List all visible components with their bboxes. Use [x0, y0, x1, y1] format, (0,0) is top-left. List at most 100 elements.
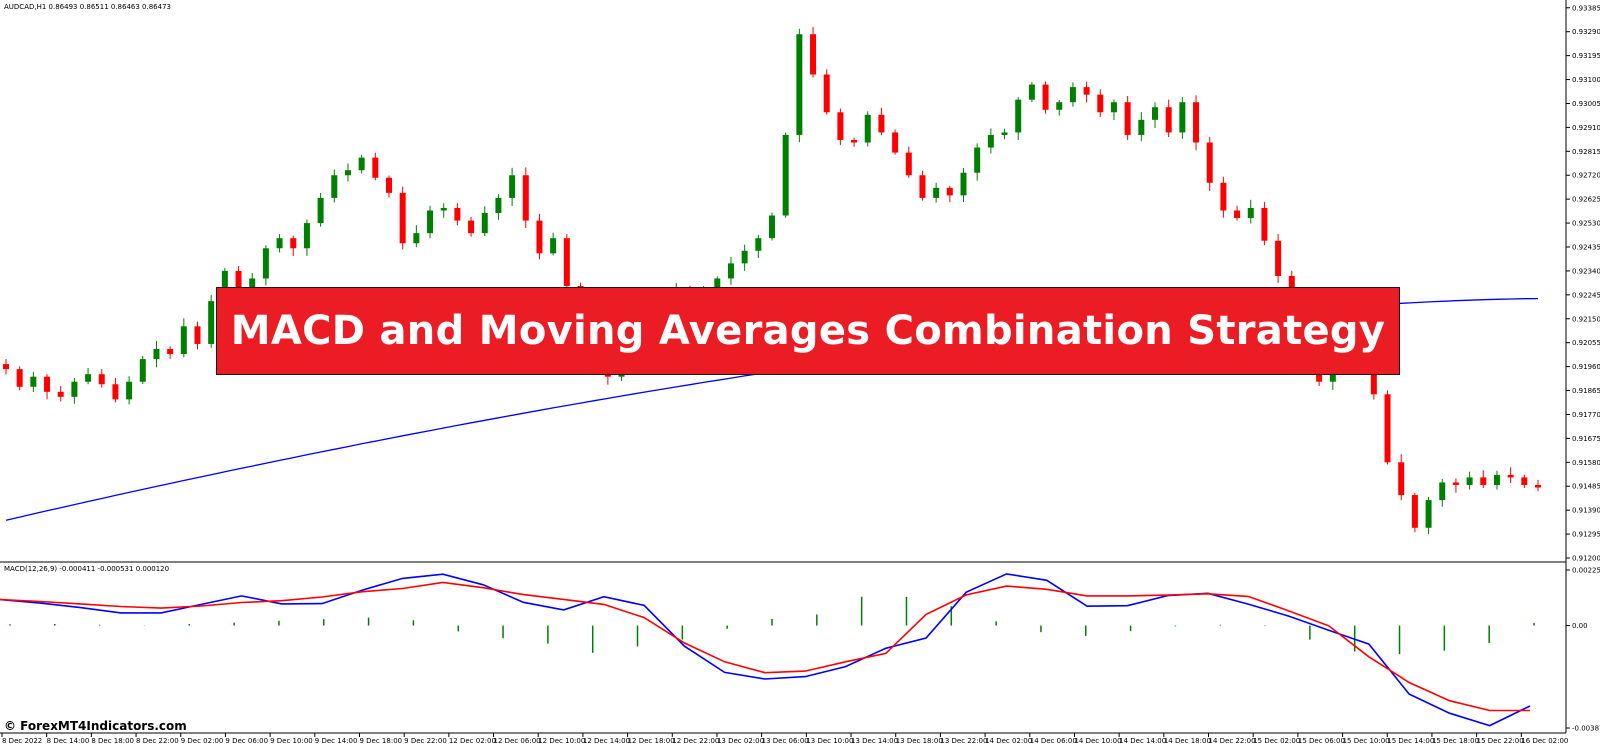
candle-body — [1261, 207, 1268, 241]
candle-body — [1521, 477, 1528, 485]
candle-body — [714, 278, 721, 294]
candle-body — [71, 381, 78, 397]
time-tick-label: 12 Dec 06:00 — [494, 737, 541, 745]
candle-body — [1411, 495, 1418, 528]
candle-body — [1398, 462, 1405, 496]
time-tick-label: 9 Dec 14:00 — [315, 737, 358, 745]
time-tick-label: 13 Dec 18:00 — [896, 737, 943, 745]
candle-body — [933, 187, 940, 198]
time-tick-label: 14 Dec 10:00 — [1074, 737, 1121, 745]
candle-body — [755, 238, 762, 251]
time-tick-label: 13 Dec 06:00 — [762, 737, 809, 745]
time-tick-label: 9 Dec 18:00 — [359, 737, 402, 745]
candle-body — [550, 238, 557, 254]
macd-panel — [0, 573, 1535, 727]
time-tick-label: 16 Dec 02:00 — [1521, 737, 1568, 745]
candle-body — [262, 248, 269, 279]
symbol-info: AUDCAD,H1 0.86493 0.86511 0.86463 0.8647… — [4, 3, 171, 11]
candle-body — [1384, 394, 1391, 463]
price-tick-label: 0.91485 — [1572, 483, 1600, 491]
price-tick-label: 0.91770 — [1572, 411, 1600, 419]
candle-body — [1083, 87, 1090, 95]
price-tick-label: 0.92340 — [1572, 267, 1600, 275]
time-tick-label: 8 Dec 14:00 — [47, 737, 90, 745]
candle-body — [919, 175, 926, 198]
candle-body — [1220, 182, 1227, 211]
candle-body — [1124, 102, 1131, 135]
time-tick-label: 8 Dec 22:00 — [136, 737, 179, 745]
candle-body — [468, 220, 475, 234]
candle-body — [1097, 94, 1104, 113]
macd-axis: 0.002258 0.00 -0.00387 — [1566, 567, 1600, 733]
candle-body — [1535, 484, 1541, 488]
time-tick-label: 14 Dec 02:00 — [985, 737, 1032, 745]
time-axis: 8 Dec 2022 8 Dec 14:00 8 Dec 18:00 8 Dec 22… — [1, 733, 1568, 745]
time-tick-label: 8 Dec 2022 — [2, 737, 42, 745]
candle-body — [1425, 500, 1432, 528]
candle-body — [864, 114, 871, 143]
candle-body — [1069, 87, 1076, 103]
candle-body — [303, 223, 310, 249]
time-tick-label: 14 Dec 06:00 — [1030, 737, 1077, 745]
candle-body — [98, 374, 105, 385]
candle-body — [1206, 142, 1213, 183]
candle-body — [563, 238, 570, 287]
candle-body — [3, 364, 9, 370]
price-tick-label: 0.92055 — [1572, 339, 1600, 347]
price-tick-label: 0.91295 — [1572, 531, 1600, 539]
candle-body — [495, 197, 502, 214]
price-tick-label: 0.92435 — [1572, 244, 1600, 252]
time-tick-label: 12 Dec 02:00 — [449, 737, 496, 745]
candle-body — [1165, 107, 1172, 133]
time-tick-label: 9 Dec 10:00 — [270, 737, 313, 745]
candle-body — [741, 250, 748, 264]
candle-body — [85, 374, 92, 382]
candle-body — [235, 270, 242, 292]
time-tick-label: 12 Dec 22:00 — [672, 737, 719, 745]
candle-body — [153, 348, 160, 360]
candle-body — [1179, 102, 1186, 133]
price-tick-label: 0.91865 — [1572, 387, 1600, 395]
candle-body — [1493, 474, 1500, 485]
time-tick-label: 9 Dec 02:00 — [181, 737, 224, 745]
candle-body — [1234, 210, 1241, 219]
price-tick-label: 0.93005 — [1572, 100, 1600, 108]
price-tick-label: 0.92150 — [1572, 315, 1600, 323]
price-tick-label: 0.91675 — [1572, 435, 1600, 443]
price-tick-label: 0.93290 — [1572, 28, 1600, 36]
candle-body — [1193, 102, 1200, 143]
candle-body — [782, 134, 789, 216]
time-tick-label: 13 Dec 10:00 — [806, 737, 853, 745]
candle-body — [1138, 119, 1145, 135]
candle-body — [413, 233, 420, 244]
candle-body — [946, 187, 953, 196]
price-tick-label: 0.92815 — [1572, 148, 1600, 156]
time-tick-label: 8 Dec 18:00 — [91, 737, 134, 745]
candle-body — [1015, 99, 1022, 133]
candle-body — [372, 157, 379, 178]
time-tick-label: 12 Dec 10:00 — [538, 737, 585, 745]
candle-body — [1507, 474, 1514, 478]
macd-tick-label: -0.00387 — [1572, 725, 1600, 733]
candle-body — [344, 170, 351, 176]
candle-body — [290, 238, 297, 249]
price-tick-label: 0.93100 — [1572, 76, 1600, 84]
candle-body — [769, 215, 775, 239]
time-tick-label: 12 Dec 18:00 — [628, 737, 675, 745]
time-tick-label: 13 Dec 02:00 — [717, 737, 764, 745]
time-tick-label: 15 Dec 22:00 — [1477, 737, 1524, 745]
watermark: © ForexMT4Indicators.com — [4, 719, 187, 733]
candle-body — [276, 238, 283, 249]
candle-body — [960, 172, 967, 196]
candle-body — [399, 192, 406, 244]
candle-body — [878, 114, 885, 133]
time-tick-label: 15 Dec 18:00 — [1432, 737, 1479, 745]
candle-body — [1439, 482, 1446, 501]
price-tick-label: 0.92720 — [1572, 172, 1600, 180]
price-tick-label: 0.91200 — [1572, 555, 1600, 563]
candle-body — [810, 34, 817, 75]
time-tick-label: 9 Dec 22:00 — [404, 737, 447, 745]
macd-line — [0, 573, 1531, 727]
candle-body — [126, 381, 133, 400]
